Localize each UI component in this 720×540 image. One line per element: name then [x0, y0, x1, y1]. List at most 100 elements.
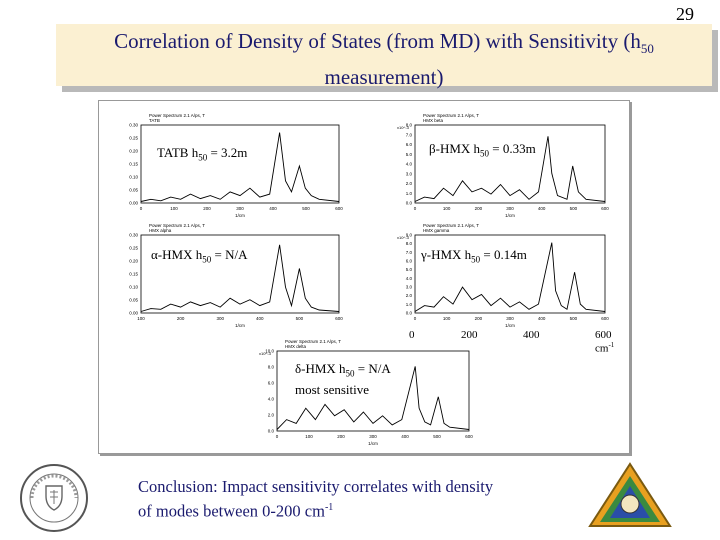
spectrum-trace: [414, 242, 606, 312]
panel-ytick: 8.0: [406, 241, 413, 246]
panel-ytop: x10^-3: [397, 235, 410, 240]
panel-xtick: 200: [203, 206, 211, 211]
panel-ytick: 0.15: [129, 162, 138, 167]
panel-xtick: 600: [335, 316, 343, 321]
title-sub: 50: [640, 41, 654, 57]
panel-ytick: 0.30: [129, 233, 138, 238]
spectrum-trace: [276, 366, 470, 430]
panel-ytick: 0.0: [406, 311, 413, 316]
panel-xtick: 600: [601, 206, 609, 211]
big-xtick-600: 600 cm-1: [595, 329, 615, 355]
panel-xtick: 600: [335, 206, 343, 211]
panel-xtick: 500: [296, 316, 304, 321]
panel-xlabel: 1/cm: [235, 213, 245, 218]
panel-frame: [414, 124, 606, 204]
big-xtick-0: 0: [409, 329, 415, 341]
panel-ytick: 0.0: [406, 201, 413, 206]
panel-ytick: 1.0: [406, 302, 413, 307]
panel-xtick: 300: [216, 316, 224, 321]
panel-xtick: 100: [443, 206, 451, 211]
panel-ytick: 0.15: [129, 272, 138, 277]
university-seal-icon: [20, 464, 88, 532]
panel-xtick: 0: [276, 434, 279, 439]
panel-frame: [140, 234, 340, 314]
panel-ytick: 1.0: [406, 191, 413, 196]
panel-xtick: 0: [140, 206, 143, 211]
panel-xlabel: 1/cm: [505, 213, 515, 218]
slide-title: Correlation of Density of States (from M…: [56, 24, 712, 90]
panel-xtick: 600: [601, 316, 609, 321]
panel-ytick: 0.25: [129, 136, 138, 141]
tatb-label: TATB h50 = 3.2m: [157, 145, 248, 163]
panel-ytick: 6.0: [406, 259, 413, 264]
panel-xtick: 300: [369, 434, 377, 439]
panel-ytick: 4.0: [406, 162, 413, 167]
panel-frame: [140, 124, 340, 204]
panel-header: Power Spectrum 2.1 A/ps, T: [285, 339, 341, 344]
conclusion-line2: of modes between 0-200 cm: [138, 501, 325, 521]
panel-ytick: 10.0: [265, 349, 274, 354]
panel-xtick: 400: [538, 206, 546, 211]
panel-xtick: 200: [177, 316, 185, 321]
panel-xtick: 400: [256, 316, 264, 321]
panel-ytick: 2.0: [406, 181, 413, 186]
panel-xtick: 0: [414, 206, 417, 211]
panel-xtick: 500: [570, 316, 578, 321]
big-xtick-200: 200: [461, 329, 478, 341]
panel-subheader: HMX delta: [285, 344, 307, 349]
panel-subheader: HMX beta: [423, 118, 444, 123]
panel-ytick: 0.0: [268, 429, 275, 434]
panel-header: Power Spectrum 2.1 A/ps, T: [423, 113, 479, 118]
panel-ytick: 7.0: [406, 250, 413, 255]
panel-ytick: 0.30: [129, 123, 138, 128]
spectrum-trace: [414, 136, 606, 202]
panel-ytick: 8.0: [406, 123, 413, 128]
alpha-hmx-label: α-HMX h50 = N/A: [151, 247, 248, 265]
panel-xtick: 0: [414, 316, 417, 321]
panel-xtick: 100: [137, 316, 145, 321]
conclusion-sup: -1: [324, 502, 334, 513]
panel-ytick: 0.25: [129, 246, 138, 251]
panel-ytick: 0.20: [129, 149, 138, 154]
panel-xtick: 200: [475, 316, 483, 321]
delta-hmx-label: δ-HMX h50 = N/A most sensitive: [295, 361, 391, 397]
title-line1: Correlation of Density of States (from M…: [114, 29, 641, 53]
panel-ytick: 0.05: [129, 188, 138, 193]
panel-ytick: 7.0: [406, 132, 413, 137]
beta-hmx-label: β-HMX h50 = 0.33m: [429, 141, 536, 159]
panel-xlabel: 1/cm: [368, 441, 378, 446]
panel-xtick: 300: [506, 316, 514, 321]
panel-xtick: 500: [302, 206, 310, 211]
panel-ytick: 3.0: [406, 285, 413, 290]
panel-xtick: 100: [443, 316, 451, 321]
panel-ytick: 9.0: [406, 233, 413, 238]
panel-header: Power Spectrum 2.1 A/ps, T: [423, 223, 479, 228]
panel-frame: [276, 350, 470, 432]
spectrum-trace: [140, 132, 340, 202]
panel-xlabel: 1/cm: [505, 323, 515, 328]
spectrum-trace: [140, 244, 340, 312]
panel-xtick: 300: [506, 206, 514, 211]
power-spectrum-figure: Power Spectrum 2.1 A/ps, T TATB 0.30 0.25 0.…: [98, 100, 630, 454]
panel-xlabel: 1/cm: [235, 323, 245, 328]
panel-subheader: TATB: [149, 118, 160, 123]
panel-xtick: 500: [570, 206, 578, 211]
panel-header: Power Spectrum 2.1 A/ps, T: [149, 223, 205, 228]
slide-number: 29: [676, 4, 694, 24]
title-line2: measurement): [324, 65, 444, 90]
msc-triangle-logo-icon: [588, 462, 672, 527]
panel-ytick: 5.0: [406, 267, 413, 272]
panel-xtick: 600: [465, 434, 473, 439]
panel-xtick: 100: [305, 434, 313, 439]
panel-ytick: 5.0: [406, 152, 413, 157]
panel-ytick: 0.10: [129, 175, 138, 180]
panel-subheader: HMX gamma: [423, 228, 450, 233]
spectra-svg: Power Spectrum 2.1 A/ps, T TATB 0.30 0.25 0.…: [129, 113, 609, 446]
panel-ytick: 6.0: [268, 381, 275, 386]
panel-ytop: x10^-3: [259, 351, 272, 356]
panel-ytick: 0.00: [129, 201, 138, 206]
panel-ytick: 0.10: [129, 285, 138, 290]
panel-frame: [414, 234, 606, 314]
panel-ytop: x10^-3: [397, 125, 410, 130]
conclusion-text: Conclusion: Impact sensitivity correlate…: [138, 476, 588, 522]
